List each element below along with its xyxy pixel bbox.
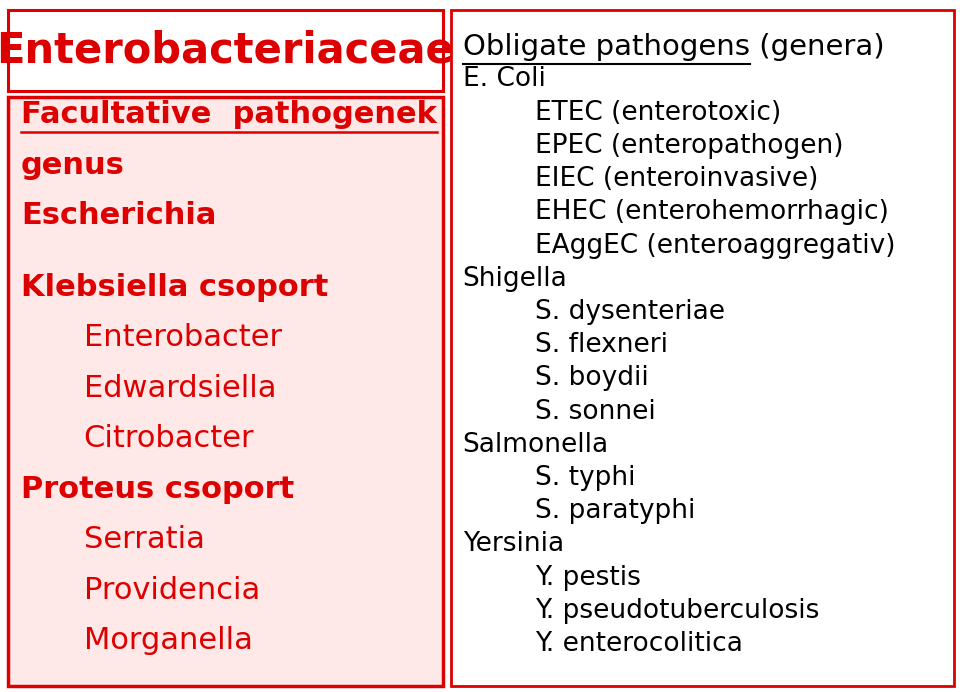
- Text: E. Coli: E. Coli: [463, 66, 545, 93]
- Text: Morganella: Morganella: [84, 626, 252, 655]
- Text: Y. enterocolitica: Y. enterocolitica: [535, 631, 743, 657]
- Text: EIEC (enteroinvasive): EIEC (enteroinvasive): [535, 166, 818, 192]
- Text: EAggEC (enteroaggregativ): EAggEC (enteroaggregativ): [535, 233, 896, 259]
- Text: Facultative  pathogenek: Facultative pathogenek: [21, 100, 437, 129]
- Text: Proteus csoport: Proteus csoport: [21, 475, 295, 504]
- Text: Enterobacteriaceae: Enterobacteriaceae: [0, 30, 454, 71]
- Text: Enterobacter: Enterobacter: [84, 323, 281, 352]
- Text: S. sonnei: S. sonnei: [535, 399, 656, 425]
- Text: Y. pestis: Y. pestis: [535, 565, 640, 591]
- Text: Salmonella: Salmonella: [463, 432, 609, 458]
- Text: genus: genus: [21, 151, 125, 180]
- Text: Yersinia: Yersinia: [463, 531, 564, 558]
- Text: Citrobacter: Citrobacter: [84, 424, 254, 453]
- Text: S. typhi: S. typhi: [535, 465, 636, 491]
- Text: S. flexneri: S. flexneri: [535, 332, 668, 358]
- Text: S. boydii: S. boydii: [535, 365, 648, 392]
- Text: ETEC (enterotoxic): ETEC (enterotoxic): [535, 100, 781, 126]
- Text: Serratia: Serratia: [84, 525, 204, 554]
- FancyBboxPatch shape: [8, 97, 443, 686]
- Text: Providencia: Providencia: [84, 576, 260, 605]
- Text: S. dysenteriae: S. dysenteriae: [535, 299, 725, 325]
- Text: EPEC (enteropathogen): EPEC (enteropathogen): [535, 133, 843, 159]
- Text: S. paratyphi: S. paratyphi: [535, 498, 695, 525]
- FancyBboxPatch shape: [451, 10, 954, 686]
- Text: Edwardsiella: Edwardsiella: [84, 374, 276, 403]
- Text: Escherichia: Escherichia: [21, 201, 217, 230]
- Text: Shigella: Shigella: [463, 266, 567, 292]
- Text: (genera): (genera): [750, 33, 884, 61]
- Text: Obligate pathogens: Obligate pathogens: [463, 33, 750, 61]
- Text: EHEC (enterohemorrhagic): EHEC (enterohemorrhagic): [535, 199, 889, 226]
- Text: Klebsiella csoport: Klebsiella csoport: [21, 273, 328, 302]
- FancyBboxPatch shape: [8, 10, 443, 91]
- Text: Y. pseudotuberculosis: Y. pseudotuberculosis: [535, 598, 819, 624]
